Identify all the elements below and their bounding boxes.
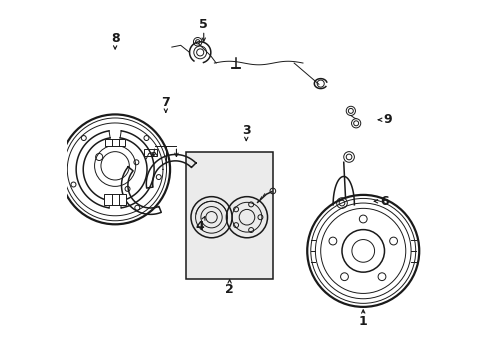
Text: 9: 9 xyxy=(383,113,391,126)
Bar xyxy=(185,152,272,279)
Text: 8: 8 xyxy=(111,32,119,45)
Text: 6: 6 xyxy=(379,195,388,208)
Bar xyxy=(103,194,126,205)
Text: 7: 7 xyxy=(161,95,170,108)
Bar xyxy=(144,149,156,156)
Bar xyxy=(105,139,125,146)
Text: 3: 3 xyxy=(242,124,250,137)
Bar xyxy=(231,67,240,68)
Text: 2: 2 xyxy=(225,283,234,296)
Text: 4: 4 xyxy=(195,220,204,233)
Text: 5: 5 xyxy=(199,18,208,31)
Text: 1: 1 xyxy=(358,315,367,328)
